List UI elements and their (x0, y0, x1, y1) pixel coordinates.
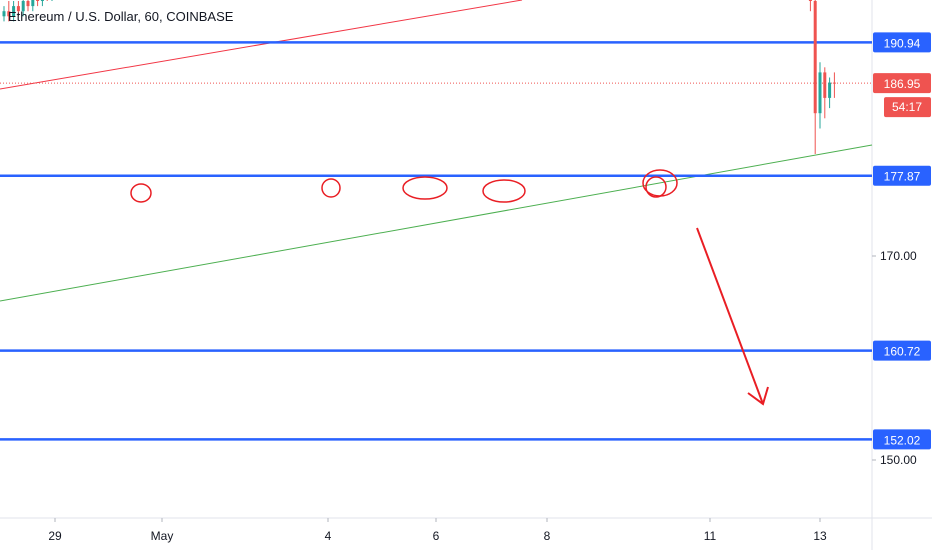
level-price-label: 152.02 (884, 433, 921, 447)
candle-body (813, 1, 817, 114)
level-price-label: 190.94 (884, 36, 921, 50)
candle-body (832, 82, 836, 84)
chart-title: Ethereum / U.S. Dollar, 60, COINBASE (8, 9, 234, 24)
countdown-label: 54:17 (892, 100, 922, 114)
countdown-badge (884, 97, 931, 118)
level-price-badge (873, 165, 931, 186)
level-price-badge (873, 340, 931, 361)
candle-body (818, 72, 822, 114)
x-tick-label: 4 (325, 529, 332, 543)
forecast-arrow-head (747, 386, 769, 406)
level-price-label: 177.87 (884, 170, 921, 184)
candle-body (7, 11, 11, 17)
candle-body (828, 82, 832, 98)
candle-body (26, 1, 30, 7)
price-axis[interactable]: 240.00230.00210.00170.00150.00140.00218.… (872, 0, 931, 550)
candle-body (808, 0, 812, 1)
y-tick-label: 150.00 (880, 453, 917, 467)
level-price-badge (873, 32, 931, 53)
x-tick-label: May (151, 529, 174, 543)
marker-layer (130, 169, 769, 406)
candle-layer (2, 0, 836, 154)
candle-body (40, 0, 44, 1)
candle-body (12, 6, 16, 17)
x-tick-label: 8 (544, 529, 551, 543)
candle-body (823, 72, 827, 98)
level-price-label: 160.72 (884, 345, 921, 359)
upper-trendline (0, 0, 523, 90)
candle-body (31, 0, 35, 7)
candle-body (21, 1, 25, 12)
x-tick-label: 6 (433, 529, 440, 543)
forecast-arrow-line (696, 227, 764, 405)
lower-trendline (0, 144, 873, 302)
level-price-badge (873, 429, 931, 450)
time-axis[interactable]: 29 May 4 6 8 11 13 (48, 518, 827, 543)
x-tick-label: 11 (704, 529, 717, 543)
touch-circle-marker (482, 179, 526, 203)
last-price-label: 186.95 (884, 77, 921, 91)
touch-circle-marker (402, 176, 448, 200)
touch-circle-marker (321, 178, 341, 198)
trendline-layer (0, 0, 873, 302)
touch-circle-marker (645, 176, 667, 198)
touch-circle-marker (130, 183, 152, 203)
y-tick-label: 170.00 (880, 249, 917, 263)
x-tick-label: 29 (48, 529, 62, 543)
candle-body (2, 11, 6, 17)
candle-body (36, 0, 40, 1)
level-layer (0, 41, 872, 441)
x-tick-label: 13 (813, 529, 827, 543)
candle-body (16, 6, 20, 12)
last-price-badge (873, 73, 931, 94)
